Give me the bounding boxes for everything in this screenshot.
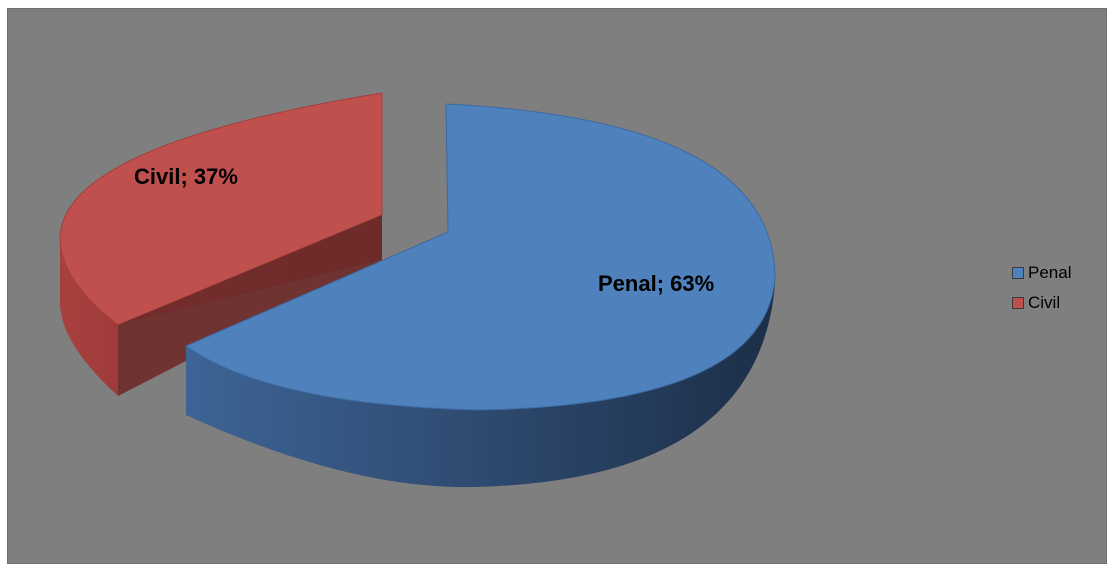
pie-slice-civil — [59, 92, 383, 396]
legend-swatch-penal — [1012, 267, 1024, 279]
data-label-civil: Civil; 37% — [134, 164, 238, 189]
legend-swatch-civil — [1012, 297, 1024, 309]
legend: Penal Civil — [1012, 258, 1071, 318]
legend-item-civil: Civil — [1012, 288, 1071, 318]
legend-label-penal: Penal — [1028, 263, 1072, 282]
legend-label-civil: Civil — [1028, 293, 1061, 312]
data-label-penal: Penal; 63% — [598, 271, 714, 296]
legend-item-penal: Penal — [1012, 258, 1071, 288]
pie-slice-penal — [184, 103, 776, 488]
